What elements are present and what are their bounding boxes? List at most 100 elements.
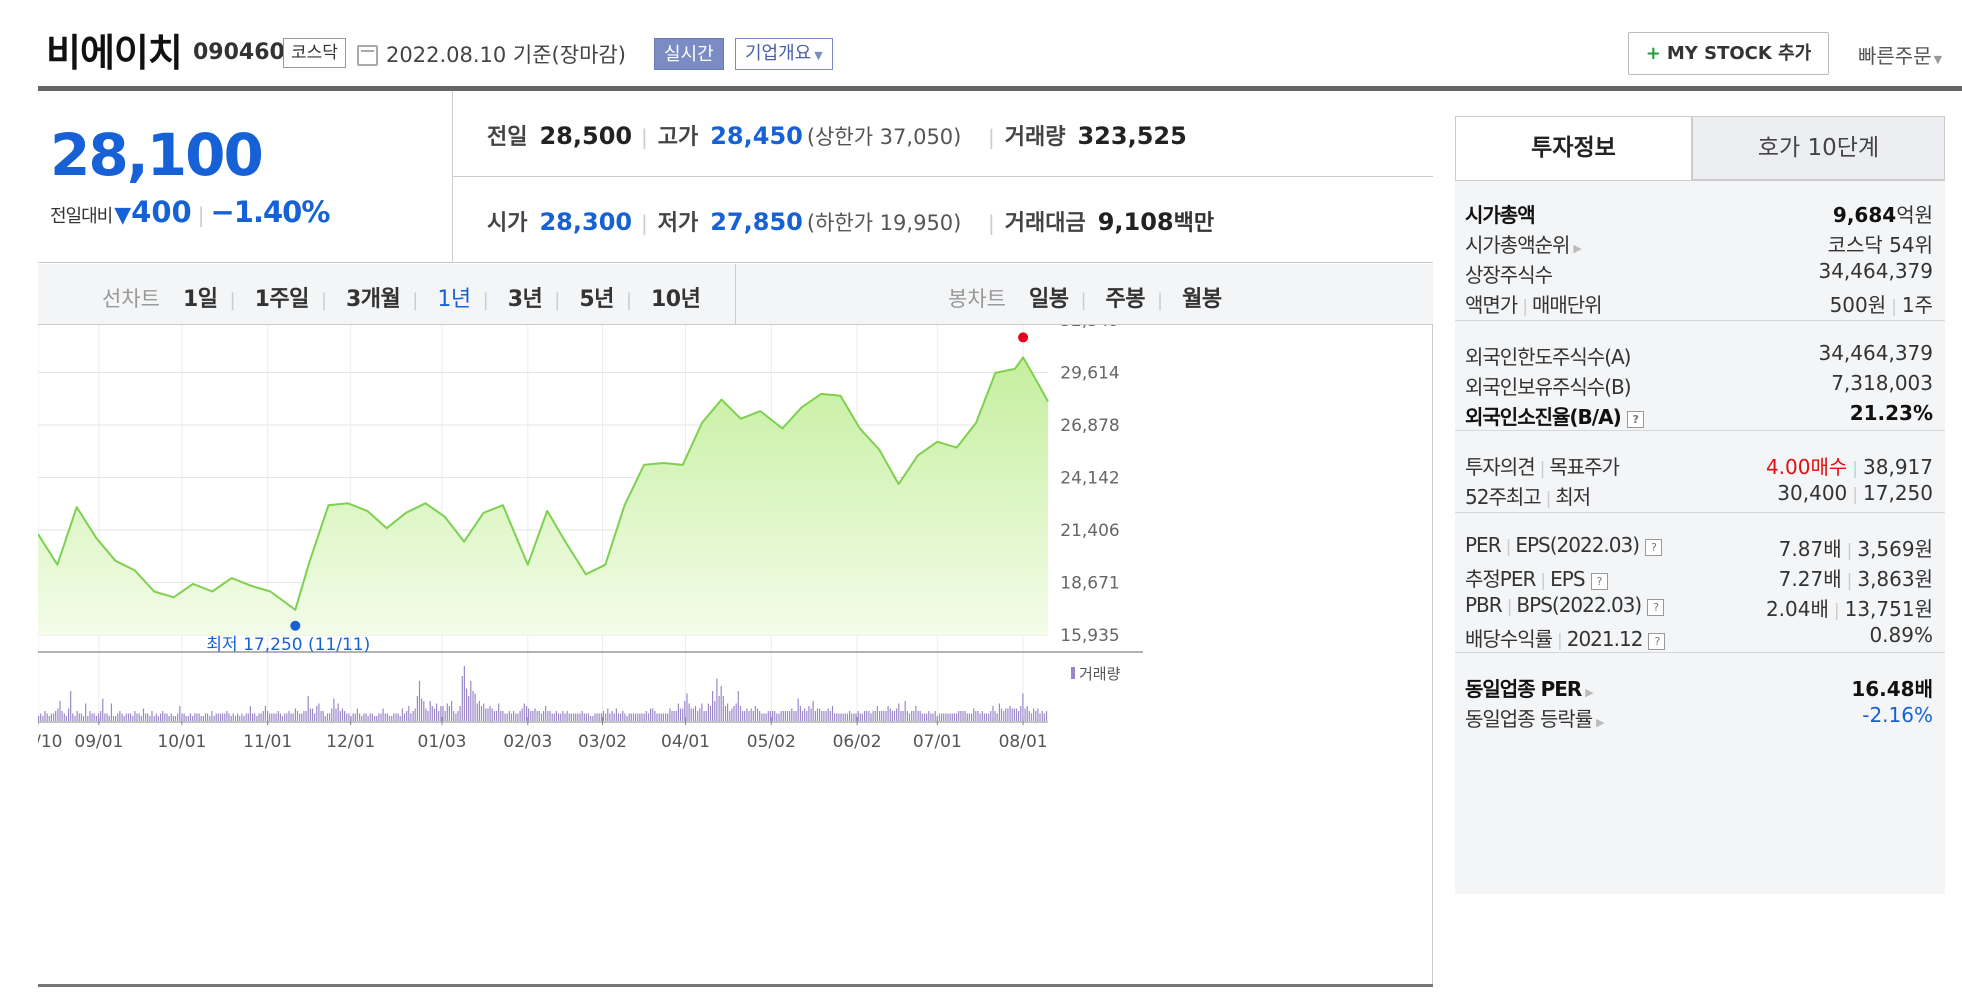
tab-3m[interactable]: 3개월 — [345, 287, 401, 312]
volume-bar — [513, 711, 515, 721]
tab-orderbook[interactable]: 호가 10단계 — [1692, 116, 1945, 180]
volume-bar — [671, 711, 673, 721]
volume-bar — [829, 711, 831, 721]
line-chart-tabs: 선차트 1일 | 1주일 | 3개월 | 1년 | 3년 | 5년 | 10년 — [102, 287, 701, 312]
x-tick-label: 08/01 — [999, 732, 1048, 752]
volume-bar — [273, 713, 275, 721]
add-my-stock-button[interactable]: + MY STOCK 추가 — [1628, 32, 1829, 75]
tab-3y[interactable]: 3년 — [507, 287, 543, 312]
tab-1d[interactable]: 1일 — [182, 287, 218, 312]
volume-bar — [673, 711, 675, 721]
volume-bar — [277, 711, 279, 721]
volume-bar — [958, 711, 960, 721]
volume-bar — [1003, 711, 1005, 721]
volume-bar — [339, 711, 341, 721]
add-my-stock-label: MY STOCK 추가 — [1666, 43, 1812, 64]
volume-bar — [498, 703, 500, 721]
help-icon[interactable]: ? — [1647, 599, 1665, 616]
volume-bar — [675, 711, 677, 721]
volume-bar — [290, 713, 292, 721]
help-icon[interactable]: ? — [1648, 633, 1666, 650]
market-cap-rank-row[interactable]: 시가총액순위 ▶ 코스닥 54위 — [1465, 233, 1933, 257]
sector-change-row[interactable]: 동일업종 등락률 ▶ -2.16% — [1465, 703, 1933, 731]
candle-chart-label: 봉차트 — [948, 287, 1006, 311]
volume-bar — [540, 713, 543, 721]
volume-bar — [911, 711, 913, 721]
volume-bar — [119, 711, 121, 721]
volume-bar — [981, 711, 983, 721]
volume-bar — [816, 708, 819, 721]
price-chart[interactable]: 32,349 29,614 26,878 24,142 21,406 18,671 15,9… — [38, 325, 1433, 985]
tab-5y[interactable]: 5년 — [579, 287, 614, 312]
volume-bar — [688, 703, 690, 721]
invest-panel-body: 시가총액 9,684억원 시가총액순위 ▶ 코스닥 54위 상장주식수 34,46… — [1455, 180, 1945, 894]
x-tick-label: 08/10 — [38, 732, 63, 752]
volume-bar — [256, 716, 258, 721]
tab-daily[interactable]: 일봉 — [1028, 287, 1069, 312]
volume-bar — [200, 716, 202, 721]
volume-bar — [645, 711, 647, 721]
volume-bar — [391, 716, 393, 721]
sector-per-row[interactable]: 동일업종 PER ▶ 16.48배 — [1465, 677, 1933, 701]
tab-weekly[interactable]: 주봉 — [1105, 287, 1146, 312]
help-icon[interactable]: ? — [1626, 411, 1644, 428]
volume-bar — [945, 713, 947, 721]
volume-bar — [971, 713, 973, 721]
tab-monthly[interactable]: 월봉 — [1182, 287, 1222, 312]
volume-bar — [403, 713, 406, 721]
volume-bar — [42, 716, 44, 721]
volume-bar — [393, 713, 395, 721]
volume-bar — [384, 713, 386, 721]
volume-bar — [55, 711, 57, 721]
volume-bar — [183, 713, 185, 721]
volume-bar — [215, 713, 217, 721]
volume-bar — [932, 713, 934, 721]
volume-bar — [968, 713, 970, 721]
realtime-button[interactable]: 실시간 — [654, 38, 724, 70]
volume-bar — [425, 708, 427, 721]
volume-bar — [160, 713, 162, 721]
volume-bar — [1007, 708, 1009, 721]
volume-bar — [74, 716, 76, 721]
volume-bar — [209, 716, 211, 721]
invest-panel-tabs: 투자정보 호가 10단계 — [1455, 116, 1945, 180]
quick-order-button[interactable]: 빠른주문 ▼ — [1858, 40, 1942, 69]
volume-bar — [337, 703, 339, 721]
tab-1w[interactable]: 1주일 — [254, 287, 310, 312]
volume-bar — [936, 716, 938, 721]
volume-bar — [414, 708, 416, 721]
tab-1y[interactable]: 1년 — [437, 287, 471, 312]
volume-bar — [797, 698, 799, 721]
help-icon[interactable]: ? — [1645, 539, 1663, 556]
volume-bar — [650, 708, 652, 721]
x-tick-label: 12/01 — [326, 732, 375, 752]
stock-header: 비에이치 090460 코스닥 2022.08.10 기준(장마감) 실시간 기… — [0, 0, 1962, 88]
volume-bar — [827, 708, 829, 721]
volume-bar — [532, 711, 534, 721]
volume-bar — [87, 716, 89, 721]
volume-bar — [834, 713, 836, 721]
volume-bar — [260, 713, 262, 721]
volume-bar — [329, 713, 331, 721]
volume-bar — [956, 713, 958, 721]
volume-bar — [427, 711, 429, 721]
tab-investment-info[interactable]: 투자정보 — [1455, 116, 1692, 180]
volume-bar — [821, 711, 823, 721]
volume-bar — [127, 713, 130, 721]
caret-down-icon: ▼ — [1933, 53, 1943, 66]
volume-bar — [388, 716, 391, 721]
volume-bar — [136, 713, 138, 721]
x-tick-label: 11/01 — [243, 732, 292, 752]
volume-bar — [371, 713, 373, 721]
stat-row-bottom: 시가 28,300 | 저가 27,850 (하한가 19,950) | 거래대금 9,10… — [453, 177, 1433, 263]
volume-bar — [930, 713, 932, 721]
volume-bar — [885, 711, 887, 721]
volume-bar — [665, 713, 667, 721]
high-price: | 고가 28,450 (상한가 37,050) — [641, 122, 962, 150]
company-info-button[interactable]: 기업개요 ▼ — [735, 38, 833, 70]
volume-bar — [630, 713, 632, 721]
help-icon[interactable]: ? — [1590, 573, 1608, 590]
volume-bar — [153, 716, 155, 721]
tab-10y[interactable]: 10년 — [650, 287, 701, 312]
volume-bar — [174, 716, 177, 721]
